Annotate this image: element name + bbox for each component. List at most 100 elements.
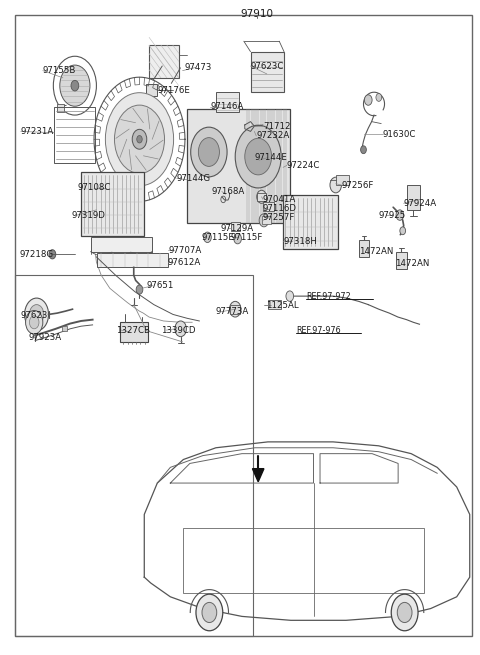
Text: REF.97-976: REF.97-976 <box>297 326 341 335</box>
Text: 97256F: 97256F <box>341 181 374 189</box>
Text: 97612A: 97612A <box>167 257 201 267</box>
Circle shape <box>136 285 143 294</box>
Bar <box>359 240 369 257</box>
Circle shape <box>115 105 165 174</box>
Text: 97924A: 97924A <box>404 199 437 208</box>
Bar <box>91 237 152 252</box>
Circle shape <box>106 93 174 186</box>
Text: 91630C: 91630C <box>383 130 416 138</box>
Text: 97623: 97623 <box>21 311 48 320</box>
Circle shape <box>204 232 211 242</box>
Bar <box>283 195 338 249</box>
Circle shape <box>376 94 382 102</box>
Bar <box>15 275 253 636</box>
Text: 97232A: 97232A <box>256 132 289 140</box>
Circle shape <box>396 210 404 220</box>
Bar <box>57 104 64 112</box>
Circle shape <box>229 301 241 317</box>
Bar <box>97 253 168 267</box>
Circle shape <box>24 298 48 331</box>
Bar <box>54 107 95 163</box>
Bar <box>231 221 240 231</box>
Circle shape <box>29 305 44 324</box>
Text: 97041A: 97041A <box>263 195 296 204</box>
Text: 97623C: 97623C <box>251 62 284 71</box>
Circle shape <box>397 603 412 622</box>
Circle shape <box>100 181 110 194</box>
Text: 97925: 97925 <box>379 210 406 219</box>
Circle shape <box>257 190 266 203</box>
Text: 97129A: 97129A <box>221 223 254 233</box>
Bar <box>62 326 67 331</box>
Text: 97707A: 97707A <box>168 246 202 255</box>
Circle shape <box>71 81 79 91</box>
Text: 1125AL: 1125AL <box>266 301 299 310</box>
Text: 97146A: 97146A <box>210 102 243 111</box>
Circle shape <box>245 138 272 175</box>
Bar <box>262 216 271 224</box>
Circle shape <box>259 214 269 227</box>
Text: 97144G: 97144G <box>177 174 211 183</box>
Polygon shape <box>252 469 264 481</box>
Text: 97168A: 97168A <box>211 187 244 196</box>
Circle shape <box>198 138 219 166</box>
Circle shape <box>29 316 39 329</box>
Text: 97224C: 97224C <box>287 161 320 170</box>
Text: 97176E: 97176E <box>157 86 191 96</box>
Circle shape <box>202 603 217 622</box>
Text: 1472AN: 1472AN <box>395 259 430 268</box>
Bar <box>216 92 239 112</box>
Circle shape <box>25 310 43 334</box>
Text: 97773A: 97773A <box>215 307 248 316</box>
Text: 71712: 71712 <box>263 122 290 131</box>
Text: 97155B: 97155B <box>43 66 76 75</box>
Circle shape <box>175 321 186 337</box>
Text: 97923A: 97923A <box>28 333 61 343</box>
Text: 97257F: 97257F <box>263 213 295 222</box>
Text: 97910: 97910 <box>240 9 273 19</box>
Bar <box>230 305 240 314</box>
Circle shape <box>196 594 223 631</box>
Bar <box>187 109 290 223</box>
Bar <box>251 52 284 92</box>
Text: 97473: 97473 <box>185 63 212 72</box>
Circle shape <box>234 233 241 244</box>
Text: 97108C: 97108C <box>77 183 111 192</box>
Circle shape <box>286 291 294 301</box>
Text: REF.97-972: REF.97-972 <box>306 291 351 301</box>
Bar <box>268 300 281 309</box>
Bar <box>336 174 349 185</box>
Circle shape <box>137 136 142 143</box>
Circle shape <box>191 127 227 177</box>
Circle shape <box>391 594 418 631</box>
Text: 97218G: 97218G <box>20 250 54 259</box>
Circle shape <box>60 65 90 106</box>
Text: 1472AN: 1472AN <box>359 247 393 256</box>
Bar <box>257 193 266 200</box>
Text: 97319D: 97319D <box>72 210 106 219</box>
Text: 1339CD: 1339CD <box>160 326 195 335</box>
Text: 97116D: 97116D <box>263 204 297 213</box>
Bar <box>81 172 144 236</box>
Circle shape <box>360 146 366 154</box>
Text: 1327CB: 1327CB <box>116 326 150 335</box>
Bar <box>396 252 407 269</box>
Circle shape <box>330 177 341 193</box>
Bar <box>149 45 179 78</box>
Text: 97115F: 97115F <box>230 233 263 242</box>
Text: 97651: 97651 <box>147 281 174 290</box>
Circle shape <box>132 129 147 149</box>
Text: 97231A: 97231A <box>21 127 54 136</box>
Bar <box>120 322 148 342</box>
Circle shape <box>235 125 281 188</box>
Circle shape <box>49 250 56 259</box>
Circle shape <box>364 95 372 105</box>
Circle shape <box>400 227 406 234</box>
Text: 97318H: 97318H <box>283 236 317 246</box>
Bar <box>183 528 424 593</box>
Bar <box>146 84 157 96</box>
Text: 97144E: 97144E <box>254 153 287 162</box>
Text: 97115E: 97115E <box>202 233 235 242</box>
Bar <box>263 202 274 211</box>
Bar <box>407 185 420 210</box>
